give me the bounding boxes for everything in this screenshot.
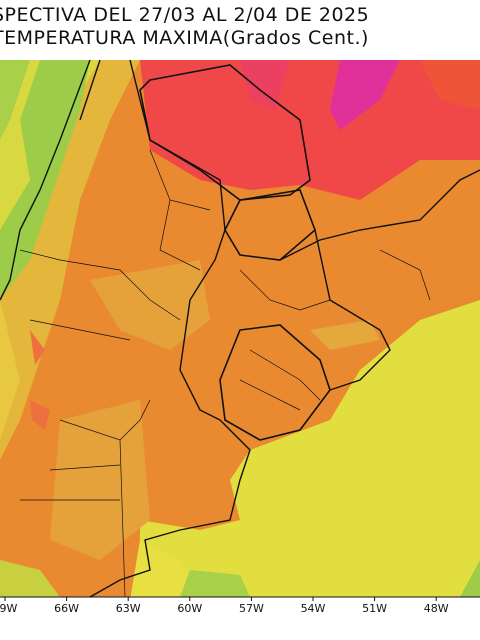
- longitude-label: 57W: [239, 602, 264, 615]
- longitude-label: 48W: [424, 602, 449, 615]
- longitude-label: 60W: [177, 602, 202, 615]
- title-line: SPECTIVA DEL 27/03 AL 2/04 DE 2025: [0, 4, 370, 26]
- longitude-label: 66W: [54, 602, 79, 615]
- longitude-label: 51W: [362, 602, 387, 615]
- longitude-label: 54W: [301, 602, 326, 615]
- title-line: TEMPERATURA MAXIMA(Grados Cent.): [0, 27, 369, 49]
- longitude-label: 63W: [116, 602, 141, 615]
- longitude-label: 69W: [0, 602, 18, 615]
- borders: [0, 60, 480, 597]
- temperature-field: [0, 60, 480, 597]
- longitude-axis: 69W 66W 63W 60W 57W 54W 51W 48W: [0, 597, 449, 615]
